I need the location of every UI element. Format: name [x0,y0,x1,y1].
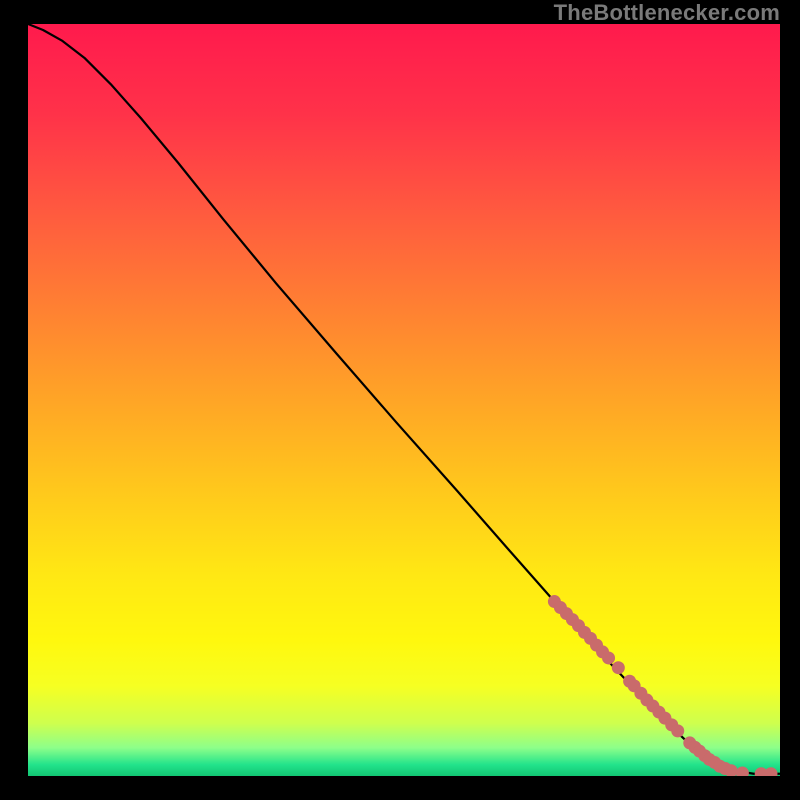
data-marker [736,766,749,776]
data-marker [612,661,625,674]
plot-area [28,24,780,776]
data-marker [764,767,777,776]
bottleneck-curve [28,24,780,774]
chart-stage: TheBottlenecker.com [0,0,800,800]
watermark-text: TheBottlenecker.com [554,0,780,26]
data-markers [548,595,778,776]
plot-svg [28,24,780,776]
data-marker [602,651,615,664]
data-marker [671,724,684,737]
